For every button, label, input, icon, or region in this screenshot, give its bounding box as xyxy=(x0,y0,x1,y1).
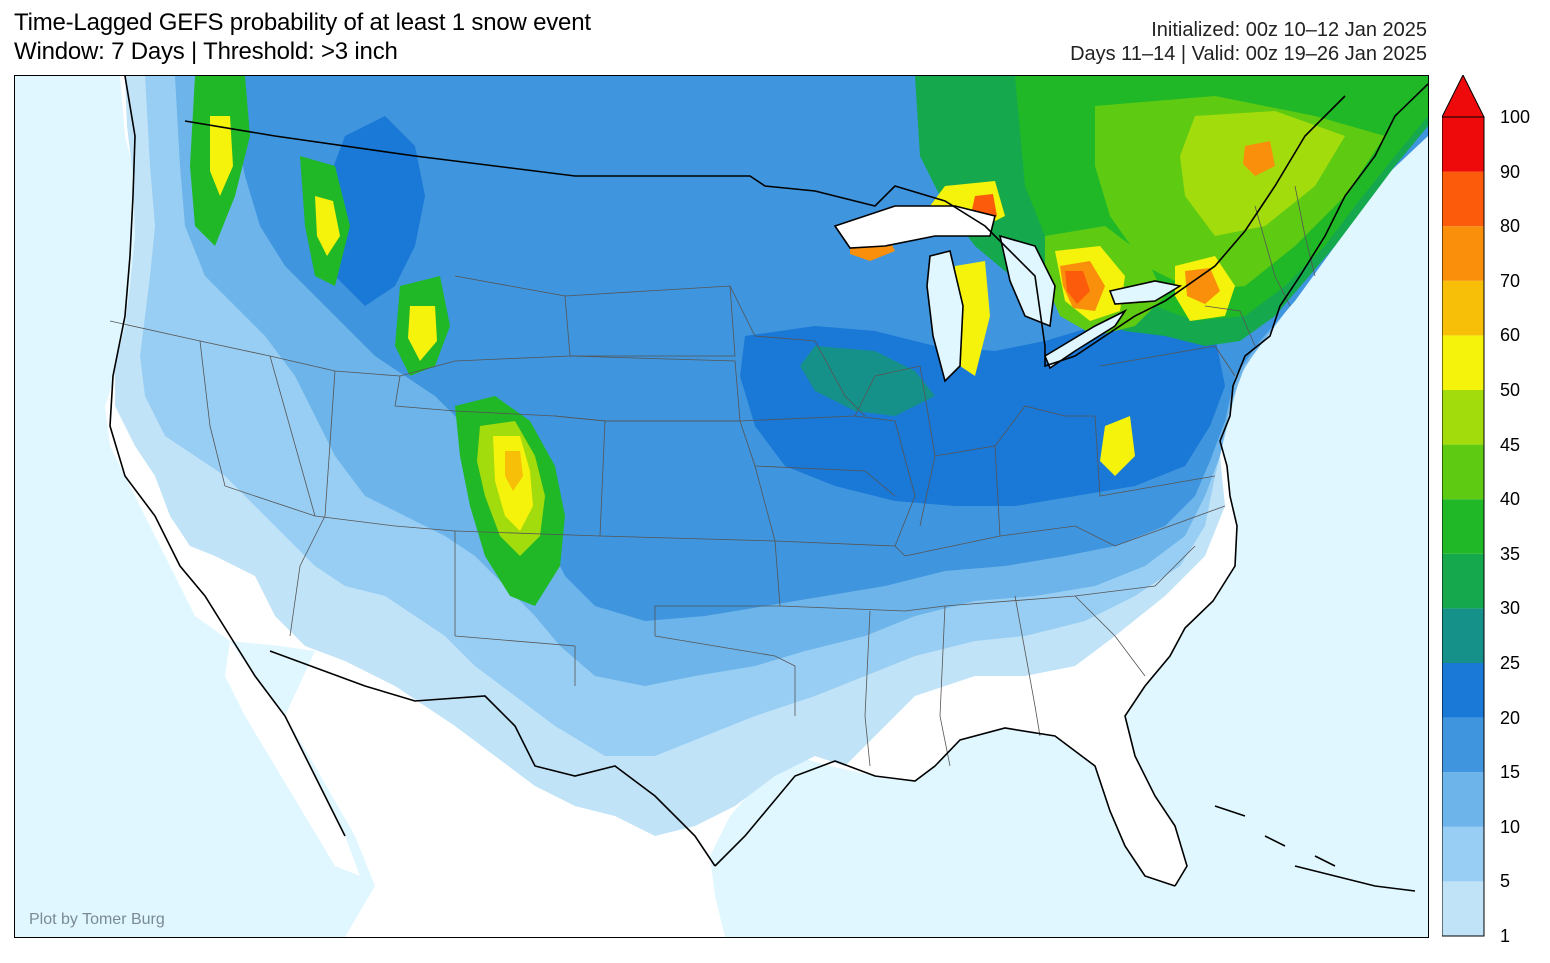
prob-band-25 xyxy=(800,346,935,416)
rockies-60 xyxy=(505,451,523,491)
wyoming-50 xyxy=(408,306,437,361)
colorbar-tick-label: 1 xyxy=(1500,926,1511,946)
map-canvas xyxy=(15,76,1428,937)
colorbar-tick-label: 5 xyxy=(1500,871,1511,892)
colorbar-swatches xyxy=(1441,73,1485,937)
colorbar-tick-label: 20 xyxy=(1500,707,1521,728)
cuba-coast xyxy=(1294,865,1416,892)
map-panel: Plot by Tomer Burg xyxy=(14,75,1429,938)
colorbar-swatch xyxy=(1442,499,1484,554)
colorbar-swatch xyxy=(1442,772,1484,827)
title-line-1: Time-Lagged GEFS probability of at least… xyxy=(14,9,591,36)
colorbar-swatch xyxy=(1442,608,1484,663)
colorbar-tick-label: 45 xyxy=(1500,434,1521,455)
colorbar-tick-label: 10 xyxy=(1500,816,1521,837)
country-borders xyxy=(109,76,1428,892)
colorbar-swatch xyxy=(1442,390,1484,445)
bahamas xyxy=(1214,805,1336,867)
cascades-50 xyxy=(210,116,233,196)
west-coast xyxy=(109,76,346,837)
colorbar-swatch xyxy=(1442,444,1484,500)
us-canada-border xyxy=(184,95,1346,368)
colorbar-swatch xyxy=(1442,881,1484,936)
gl-80 xyxy=(1065,271,1090,304)
colorbar-extend-arrow xyxy=(1441,73,1485,118)
map-title: Time-Lagged GEFS probability of at least… xyxy=(14,8,591,66)
state-borders xyxy=(109,185,1316,767)
colorbar-tick-label: 70 xyxy=(1500,270,1521,291)
colorbar: 1 5 10 15 20 25 30 35 40 45 50 60 70 80 90 100 xyxy=(1441,73,1550,946)
colorbar-tick-label: 50 xyxy=(1500,380,1521,400)
colorbar-frame xyxy=(1441,116,1485,937)
us-mexico-border xyxy=(269,650,716,867)
colorbar-swatch xyxy=(1442,826,1484,882)
quebec-70 xyxy=(1243,141,1275,176)
lake-erie-shore xyxy=(1043,308,1128,370)
colorbar-swatch xyxy=(1442,280,1484,336)
colorbar-swatch xyxy=(1442,717,1484,773)
plot-credit: Plot by Tomer Burg xyxy=(29,911,165,928)
land-baja xyxy=(225,641,360,876)
colorbar-swatch xyxy=(1442,226,1484,281)
ne-70 xyxy=(1185,268,1220,304)
land-mexico xyxy=(285,651,705,937)
east-coast xyxy=(1124,83,1428,887)
colorbar-tick-label: 90 xyxy=(1500,161,1521,182)
prob-band-45 xyxy=(1180,111,1345,236)
lake-ontario-shore xyxy=(1108,280,1183,305)
lake-superior xyxy=(835,206,995,248)
wv-50 xyxy=(1100,416,1135,476)
colorbar-tick-label: 25 xyxy=(1500,653,1521,673)
colorbar-tick-label: 35 xyxy=(1500,543,1521,564)
lake-erie xyxy=(1045,311,1125,368)
colorbar-swatch xyxy=(1442,553,1484,609)
colorbar-tick-label: 60 xyxy=(1500,325,1521,346)
lake-michigan xyxy=(927,251,963,381)
prob-band-20-west xyxy=(325,116,425,306)
title-line-2: Window: 7 Days | Threshold: >3 inch xyxy=(14,38,398,65)
colorbar-tick-label: 40 xyxy=(1500,489,1521,510)
colorbar-tick-label: 30 xyxy=(1500,598,1521,619)
colorbar-swatch xyxy=(1442,335,1484,390)
lake-michigan-shore xyxy=(926,250,964,383)
colorbar-tick-label: 80 xyxy=(1500,216,1521,237)
colorbar-tick-label: 15 xyxy=(1500,762,1521,783)
lake-huron-shore xyxy=(998,234,1056,328)
idaho-50 xyxy=(315,196,340,256)
lake-ontario xyxy=(1110,281,1180,304)
colorbar-tick-label: 100 xyxy=(1500,107,1531,127)
probability-field xyxy=(115,76,1428,836)
init-time: Initialized: 00z 10–12 Jan 2025 xyxy=(1151,19,1427,41)
colorbar-swatch xyxy=(1442,171,1484,227)
lake-superior-shore xyxy=(833,205,996,249)
colorbar-swatch xyxy=(1442,117,1484,172)
colorbar-swatch xyxy=(1442,663,1484,718)
mi-west-50 xyxy=(953,261,990,376)
valid-time: Days 11–14 | Valid: 00z 19–26 Jan 2025 xyxy=(1070,43,1427,65)
gulf-coast xyxy=(714,727,1176,887)
run-info: Initialized: 00z 10–12 Jan 2025 Days 11–… xyxy=(1070,18,1427,66)
